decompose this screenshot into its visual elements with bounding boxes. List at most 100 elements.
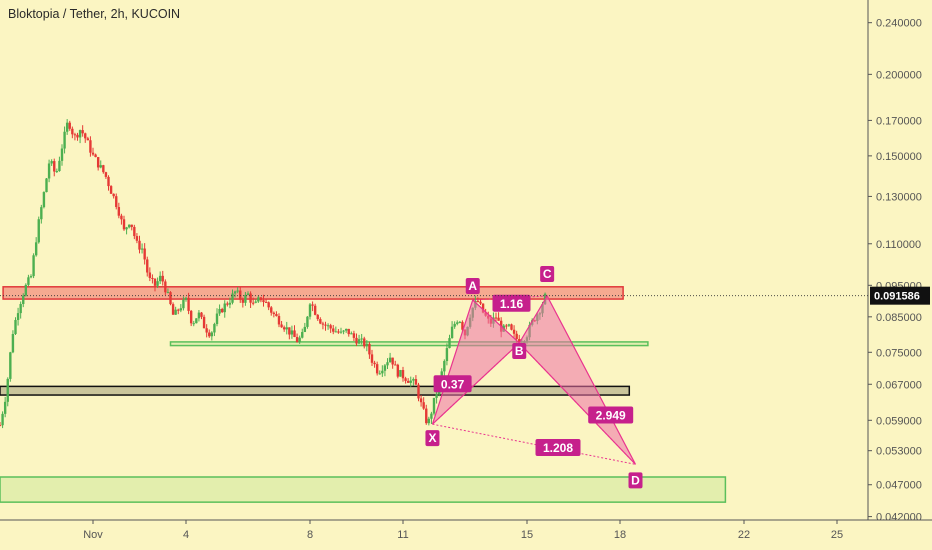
candle-body [86,138,90,141]
x-tick-label: 18 [614,529,626,541]
x-tick-label: 4 [183,529,189,541]
candle-body [396,364,400,377]
candle-body [81,130,84,134]
candle-body [169,292,172,305]
candle-body [125,227,128,230]
candle-body [264,301,268,303]
candle-body [350,333,353,335]
candle-body [1,413,4,426]
candle-body [158,275,162,282]
pattern-point-b: B [515,344,524,358]
candle-body [122,219,126,230]
candle-body [179,308,183,311]
candle-body [479,301,482,304]
candle-body [394,364,397,366]
candle-body [182,299,185,309]
candle-body [282,327,286,330]
candle-body [32,255,35,277]
candle-body [414,379,418,385]
candle-body [515,333,518,340]
candle-body [60,148,64,161]
candle-body [202,316,206,329]
pattern-point-c-box [540,265,555,282]
candle-body [290,330,294,335]
candle-body [406,380,410,383]
candle-body [213,324,216,333]
candle-body [476,300,480,302]
ratio-label-box [433,375,472,393]
candle-body [494,317,498,319]
candle-body [73,134,77,136]
candle-body [236,290,239,292]
candle-body [151,277,154,279]
y-tick-label: 0.085000 [876,312,922,324]
candle-body [68,122,71,129]
candle-body [65,122,69,132]
candle-body [47,163,51,179]
candle-body [461,321,464,330]
candle-body [153,278,157,286]
candle-body [45,178,48,193]
candle-body [89,140,92,153]
candle-body [321,323,325,325]
candle-body [267,302,270,308]
candle-body [29,276,33,278]
candle-body [399,370,402,377]
candle-body [104,172,108,177]
candle-body [332,328,335,332]
x-tick-label: 8 [307,529,313,541]
candle-body [329,325,332,329]
candle-body [244,294,247,303]
y-tick-label: 0.240000 [876,18,922,30]
candle-body [63,131,66,149]
candle-body [78,130,82,138]
candle-body [143,248,146,260]
candle-body [24,284,28,296]
candle-body [427,418,431,424]
candle-body [200,312,203,317]
candle-body [140,248,144,250]
y-tick-label: 0.067000 [876,379,922,391]
candle-body [326,325,330,327]
candle-body [231,293,234,303]
candle-body [133,226,136,237]
candle-body [171,304,175,315]
candle-body [19,304,22,314]
candle-body [334,331,338,333]
candle-body [481,303,485,313]
candle-body [383,365,387,371]
candle-body [37,219,40,243]
candle-body [293,330,296,337]
candle-body [208,332,211,337]
pattern-point-a-box [465,278,480,295]
candle-body [34,242,38,256]
candle-body [164,281,167,293]
candle-body [156,281,159,286]
candle-body [246,293,250,295]
candle-body [130,224,133,227]
candle-body [120,215,123,220]
candle-body [311,304,314,306]
candle-body [298,337,301,343]
candle-body [107,176,110,187]
y-tick-label: 0.059000 [876,415,922,427]
candle-body [16,313,20,320]
ratio-label: 0.37 [441,377,465,391]
y-tick-label: 0.053000 [876,446,922,458]
candle-body [422,402,425,409]
candle-body [218,308,221,314]
candle-body [99,165,102,168]
candle-body [223,303,226,313]
candle-body [412,379,415,381]
candle-body [192,323,195,325]
candle-body [117,207,121,216]
x-axis-panel [0,520,932,550]
candle-body [375,364,379,374]
candle-body [161,275,164,282]
candle-body [365,343,369,347]
candle-body [270,307,273,313]
zone-support-mid [169,341,649,347]
candle-body [42,192,46,208]
candle-body [109,186,113,194]
